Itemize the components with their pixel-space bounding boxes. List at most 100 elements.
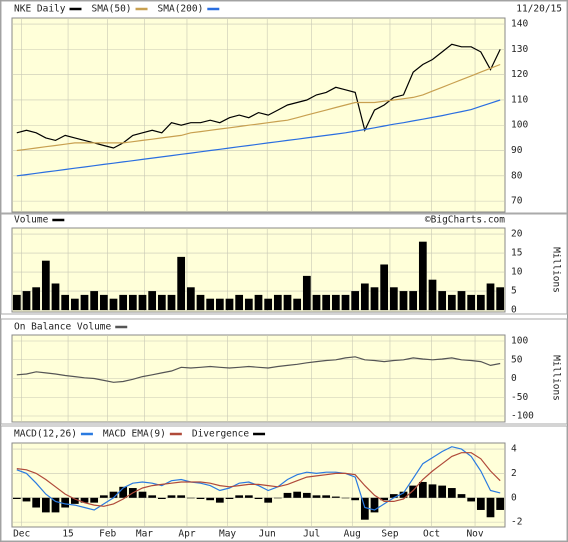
bar: [380, 264, 389, 311]
bar: [438, 291, 447, 311]
y-tick-label: 4: [511, 444, 517, 455]
y-tick-label: 140: [511, 19, 528, 30]
bar: [90, 497, 99, 503]
bar: [41, 497, 50, 513]
x-tick-label: Nov: [466, 529, 483, 540]
x-tick-label: May: [219, 529, 236, 540]
bar: [360, 283, 369, 311]
bar: [273, 294, 282, 311]
bar: [254, 294, 263, 311]
bar: [360, 497, 369, 520]
bar: [119, 486, 128, 498]
bar: [380, 497, 389, 501]
bar: [486, 497, 495, 518]
panel-frame: [0, 318, 568, 425]
bar: [225, 497, 234, 499]
bar: [244, 495, 253, 498]
bar: [496, 497, 505, 510]
y-tick-label: 50: [511, 354, 523, 365]
y-tick-label: 15: [511, 248, 522, 259]
legend-label: On Balance Volume: [14, 322, 112, 333]
bar: [215, 497, 224, 503]
bar: [418, 481, 427, 498]
bar: [409, 485, 418, 498]
x-tick-label: Apr: [178, 529, 195, 540]
legend-label: SMA(200): [158, 4, 204, 15]
bar: [186, 287, 195, 311]
bar: [457, 291, 466, 311]
bar: [138, 491, 147, 498]
bar: [351, 497, 360, 501]
bar: [157, 497, 166, 499]
x-tick-label: Jun: [259, 529, 276, 540]
bar: [476, 294, 485, 311]
bar: [196, 294, 205, 311]
y-tick-label: 90: [511, 145, 523, 156]
y-tick-label: 5: [511, 286, 517, 297]
x-tick-label: Sep: [381, 529, 398, 540]
bar: [447, 488, 456, 498]
bar: [70, 298, 79, 311]
bar: [399, 291, 408, 311]
bar: [225, 298, 234, 311]
panel-frame: [0, 425, 568, 542]
bar: [70, 497, 79, 504]
bar: [157, 294, 166, 311]
bar: [177, 256, 186, 311]
bar: [215, 298, 224, 311]
bar: [22, 497, 31, 502]
bar: [99, 495, 108, 498]
bar: [418, 241, 427, 311]
bar: [331, 496, 340, 498]
y-tick-label: 0: [511, 305, 517, 316]
y-tick-label: 10: [511, 267, 523, 278]
bar: [167, 294, 176, 311]
line: [16, 452, 501, 507]
legend-label: MACD(12,26): [14, 429, 77, 440]
bar: [41, 260, 50, 311]
bar: [264, 298, 273, 311]
bar: [438, 485, 447, 498]
bar: [486, 283, 495, 311]
bar: [32, 497, 41, 508]
bar: [447, 294, 456, 311]
bar: [428, 279, 437, 311]
plot-area: [11, 17, 506, 213]
bar: [206, 497, 215, 501]
bar: [109, 491, 118, 498]
bar: [12, 294, 21, 311]
y-tick-label: 100: [511, 120, 528, 131]
line: [16, 356, 501, 383]
bar: [341, 294, 350, 311]
bar: [22, 291, 31, 311]
bar: [322, 495, 331, 498]
bar: [61, 294, 70, 311]
bar: [206, 298, 215, 311]
y-tick-label: -50: [511, 392, 528, 403]
bar: [80, 497, 89, 503]
y-tick-label: 120: [511, 69, 528, 80]
bar: [399, 491, 408, 498]
y-tick-label: 70: [511, 196, 523, 207]
y-tick-label: 130: [511, 44, 528, 55]
x-tick-label: Dec: [13, 529, 30, 540]
panel-frame: [0, 0, 568, 215]
bar: [90, 291, 99, 311]
bar: [293, 491, 302, 498]
legend-label: MACD EMA(9): [103, 429, 166, 440]
bar: [283, 294, 292, 311]
bar: [322, 294, 331, 311]
x-tick-label: Jul: [303, 529, 320, 540]
bar: [312, 495, 321, 498]
x-tick-label: Mar: [136, 529, 153, 540]
bar: [99, 294, 108, 311]
bar: [389, 494, 398, 498]
line: [16, 63, 501, 152]
bar: [177, 495, 186, 498]
y-tick-label: -100: [511, 411, 534, 422]
legend-label: NKE Daily: [14, 4, 66, 15]
line: [16, 446, 501, 511]
bar: [186, 497, 195, 499]
bar: [12, 497, 21, 499]
